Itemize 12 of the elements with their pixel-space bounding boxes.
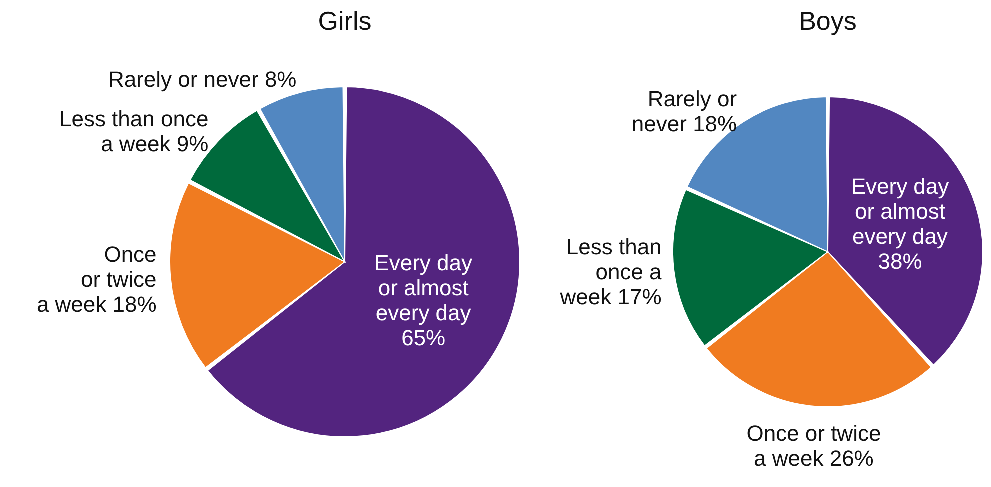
data-label: 65% [402, 326, 446, 351]
slice-label: Less than once a week 17% [559, 234, 663, 310]
slice-label: Once or twice a week 18% [36, 242, 157, 318]
chart-title: Boys [799, 6, 857, 36]
slice-label: Every day or almost every day [851, 174, 950, 250]
data-label: 38% [878, 249, 922, 274]
slice-label: Every day or almost every day [374, 250, 473, 326]
slice-label: Rarely or never 18% [632, 86, 738, 137]
slice-label: Less than once a week 9% [59, 106, 209, 156]
slice-label: Once or twice a week 26% [746, 420, 882, 471]
chart-title: Girls [318, 6, 372, 36]
slice-label: Rarely or never 8% [108, 66, 297, 92]
